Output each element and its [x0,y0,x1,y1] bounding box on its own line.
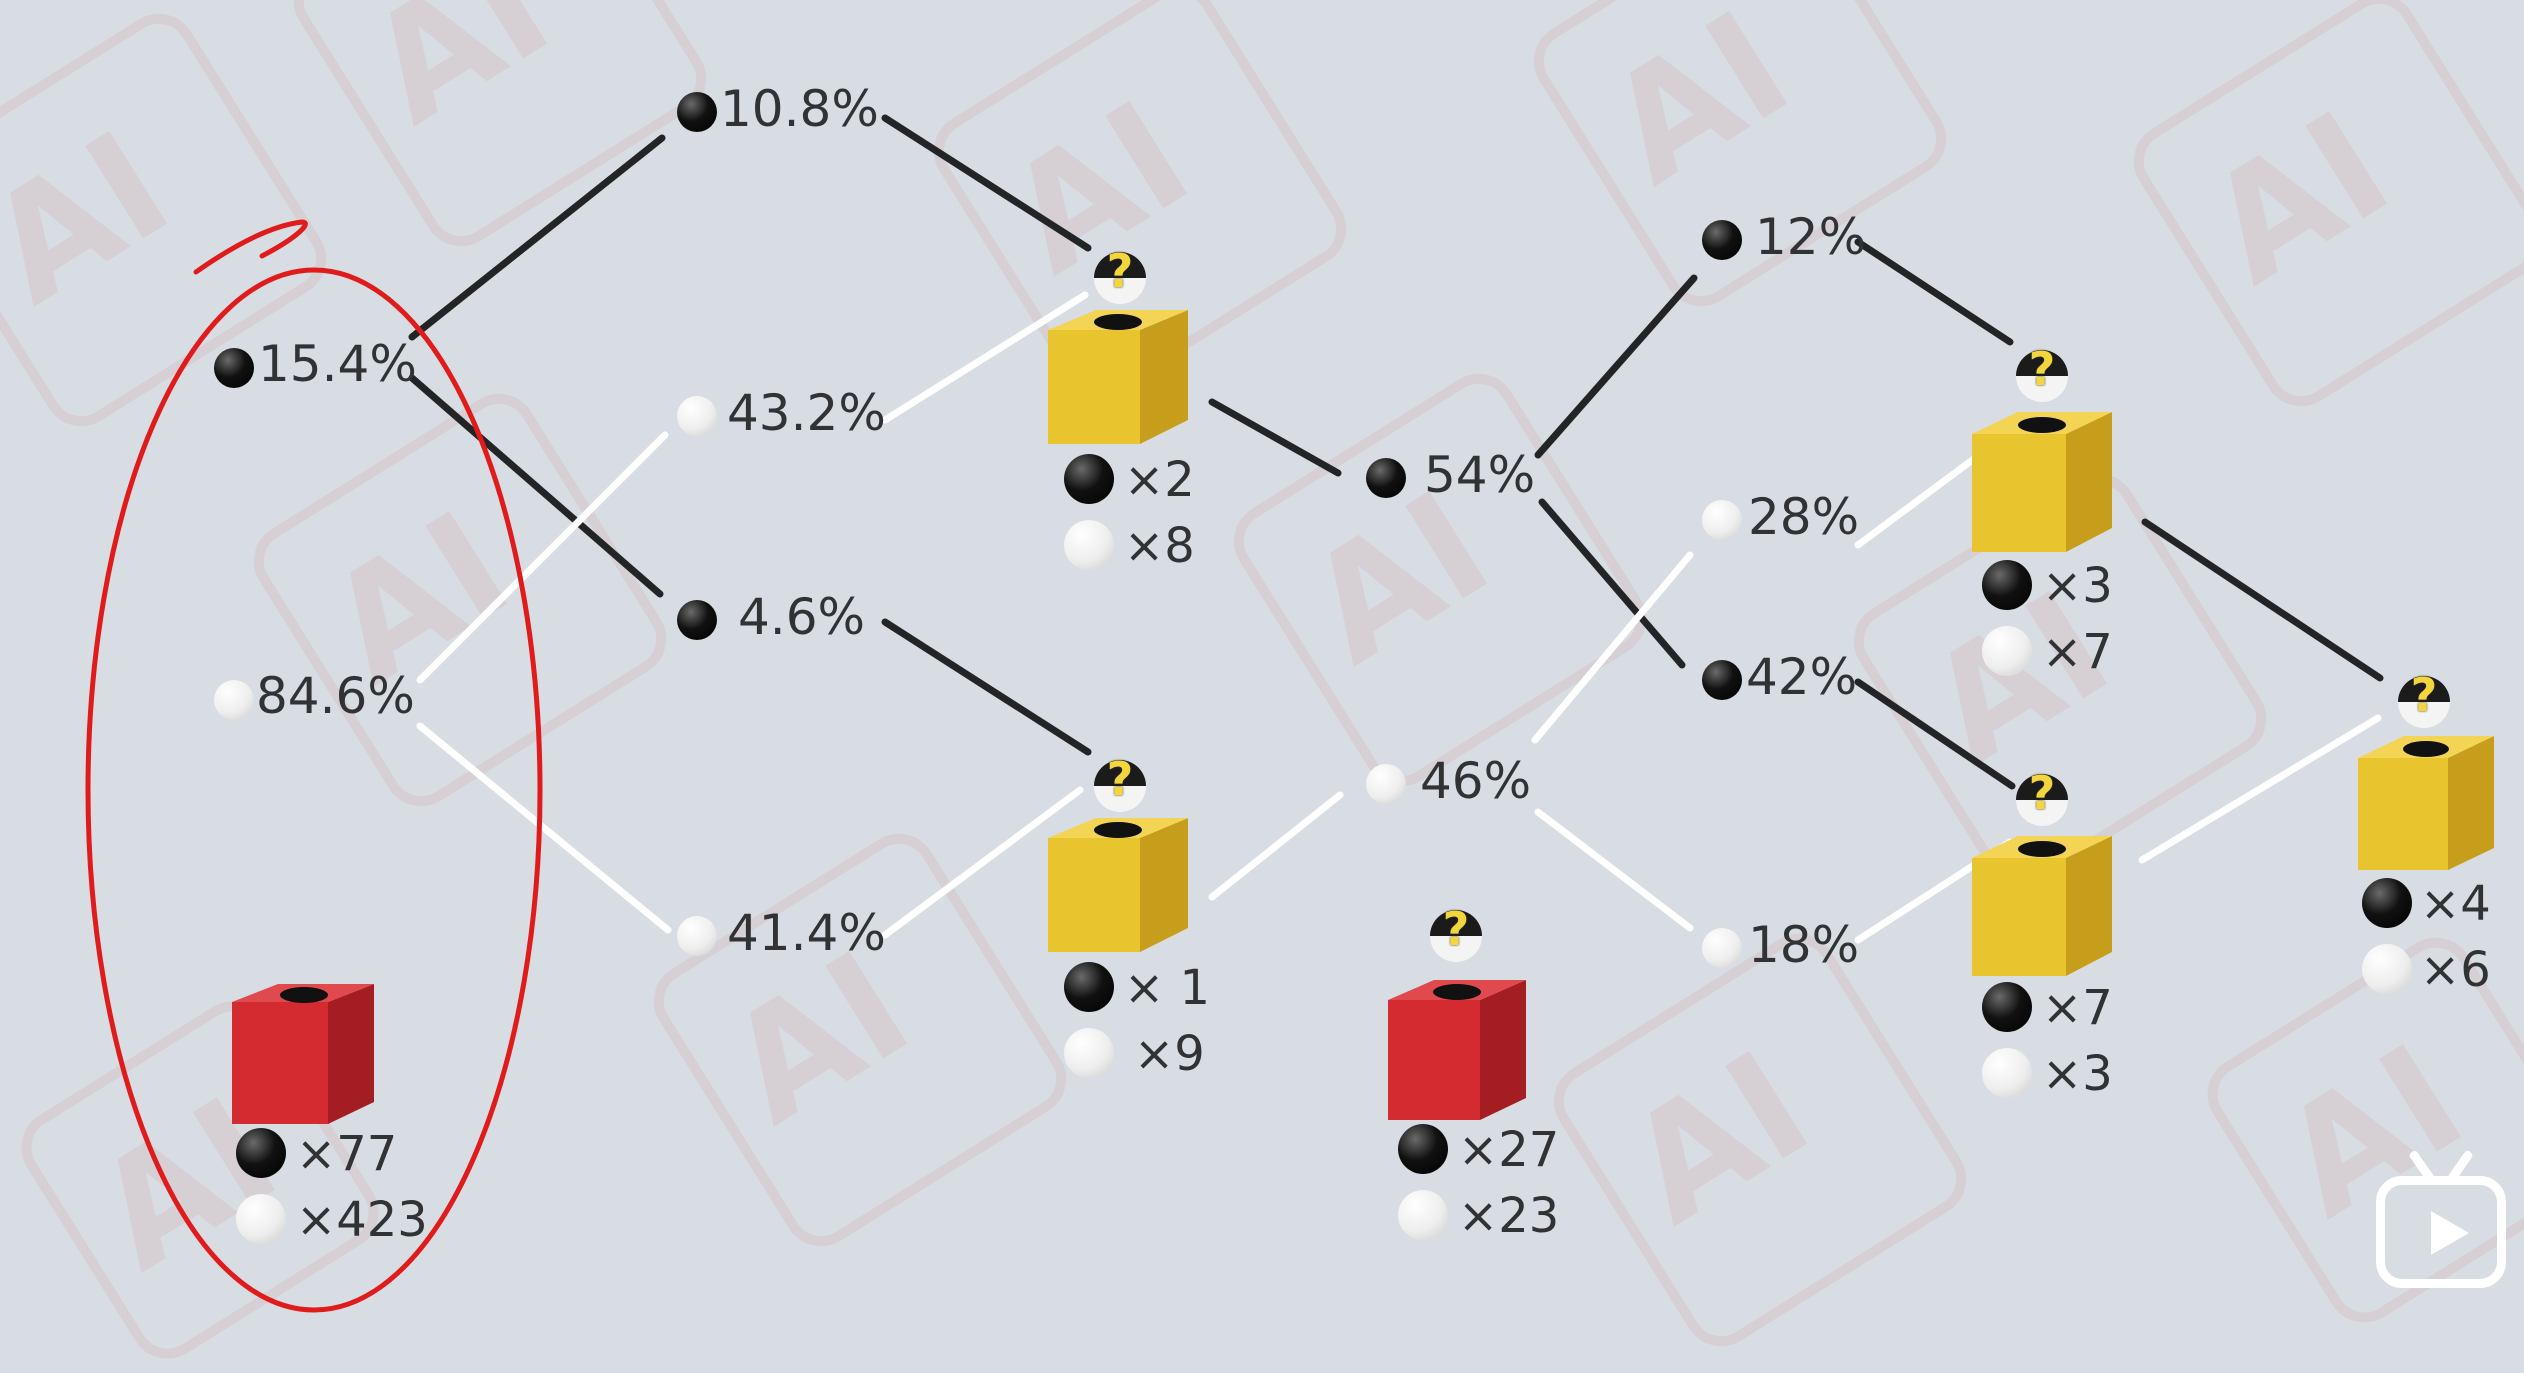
probability-label: 46% [1420,752,1532,810]
black-ball-icon [677,600,717,640]
black-ball-icon [2362,878,2412,928]
white-ball-icon [677,396,717,436]
white-count: ×23 [1458,1188,1560,1244]
branch-white [416,722,672,934]
black-ball-icon [1982,560,2032,610]
branch-white [2138,714,2382,864]
white-ball-icon [1366,764,1406,804]
probability-label: 84.6% [256,667,415,725]
black-ball-icon [1398,1124,1448,1174]
white-count: ×423 [296,1192,428,1248]
white-ball-icon [236,1194,286,1244]
white-ball-icon [1064,520,1114,570]
probability-label: 42% [1746,648,1858,706]
branch-black [881,114,1092,252]
black-count: ×77 [296,1126,398,1182]
black-ball-icon [1702,660,1742,700]
play-icon [2431,1211,2469,1255]
cube-box-icon [1048,310,1188,444]
white-count: ×6 [2420,942,2491,998]
cube-box-icon [1972,412,2112,552]
question-ball-icon: ? [2016,342,2068,402]
branch-white [1208,791,1344,901]
black-count: × 1 [1124,960,1211,1016]
black-ball-icon [1702,220,1742,260]
question-ball-icon: ? [1430,902,1482,962]
black-ball-icon [1064,454,1114,504]
white-count: ×9 [1134,1026,1205,1082]
probability-label: 41.4% [727,904,886,962]
branch-white [416,431,669,684]
branch-black [1538,498,1686,669]
branch-black [1534,274,1698,459]
white-count: ×8 [1124,518,1195,574]
white-ball-icon [677,916,717,956]
branch-white [881,291,1089,424]
probability-label: 10.8% [720,80,879,138]
black-ball-icon [1982,982,2032,1032]
cube-box-icon [1972,836,2112,976]
white-count: ×3 [2042,1046,2113,1102]
branch-black [2141,518,2384,682]
probability-label: 54% [1424,446,1536,504]
branch-white [881,786,1084,939]
white-count: ×7 [2042,624,2113,680]
question-ball-icon: ? [1094,752,1146,812]
white-ball-icon [1982,626,2032,676]
black-count: ×3 [2042,558,2113,614]
probability-label: 43.2% [727,384,886,442]
white-ball-icon [214,680,254,720]
black-ball-icon [677,92,717,132]
cube-box-icon [232,984,374,1124]
white-ball-icon [1702,500,1742,540]
black-ball-icon [1064,962,1114,1012]
branch-black [1854,678,2016,790]
black-ball-icon [214,348,254,388]
black-count: ×2 [1124,452,1195,508]
branch-white [1531,551,1694,744]
question-ball-icon: ? [2398,668,2450,728]
white-ball-icon [2362,944,2412,994]
white-ball-icon [1702,928,1742,968]
black-ball-icon [236,1128,286,1178]
cube-box-icon [1048,818,1188,952]
black-count: ×27 [1458,1122,1560,1178]
cube-box-icon [2358,736,2494,870]
probability-label: 15.4% [258,335,417,393]
cube-box-icon [1388,980,1526,1120]
branch-white [1534,808,1694,932]
branch-black [408,134,666,341]
play-button[interactable] [2376,1176,2506,1288]
white-ball-icon [1982,1048,2032,1098]
probability-label: 12% [1755,208,1867,266]
branch-black [881,618,1092,756]
question-ball-icon: ? [1094,244,1146,304]
white-ball-icon [1064,1028,1114,1078]
probability-label: 18% [1748,916,1860,974]
white-ball-icon [1398,1190,1448,1240]
probability-label: 28% [1748,488,1860,546]
question-ball-icon: ? [2016,766,2068,826]
branch-black [1854,238,2014,346]
probability-label: 4.6% [738,588,866,646]
black-count: ×7 [2042,980,2113,1036]
black-count: ×4 [2420,876,2491,932]
branch-black [1208,398,1342,477]
black-ball-icon [1366,458,1406,498]
